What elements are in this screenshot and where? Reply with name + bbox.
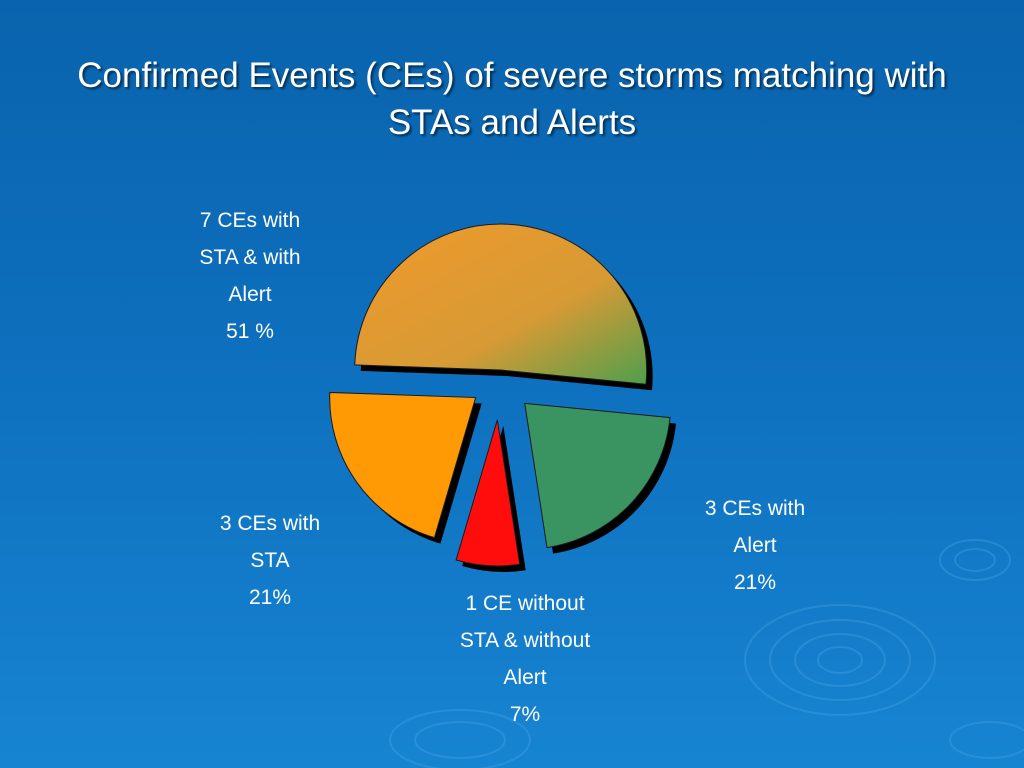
pie-slice-label-3-line-4: 7%	[509, 703, 541, 726]
pie-slice-1	[354, 223, 648, 385]
pie-slice-label-4-line-2: STA	[250, 549, 290, 572]
pie-slice-label-3-line-3: Alert	[503, 666, 547, 689]
pie-slice-label-1-line-3: Alert	[228, 283, 272, 306]
pie-slices	[329, 223, 677, 572]
slide-title: Confirmed Events (CEs) of severe storms …	[0, 52, 1024, 146]
pie-slice-label-3: 1 CE without STA & without Alert 7%	[460, 585, 590, 733]
pie-slice-2	[524, 402, 671, 549]
pie-slice-label-3-line-1: 1 CE without	[465, 592, 585, 615]
pie-slice-label-1-line-1: 7 CEs with	[199, 209, 301, 232]
pie-slice-label-1-line-2: STA & with	[199, 246, 301, 269]
pie-slice-3	[455, 419, 521, 567]
pie-slice-label-4-line-1: 3 CEs with	[219, 512, 321, 535]
slide-title-line-1: Confirmed Events (CEs) of severe storms …	[77, 56, 947, 95]
pie-slice-label-2: 3 CEs with Alert 21%	[705, 490, 805, 601]
pie-slice-label-2-line-2: Alert	[733, 534, 777, 557]
pie-slice-label-3-line-2: STA & without	[459, 629, 591, 652]
pie-slice-4	[329, 391, 477, 539]
pie-slice-label-4-line-3: 21%	[248, 586, 292, 609]
pie-slice-label-1: 7 CEs with STA & with Alert 51 %	[199, 202, 300, 350]
pie-slice-label-2-line-3: 21%	[733, 571, 777, 594]
pie-slice-label-2-line-1: 3 CEs with	[704, 497, 806, 520]
slide-title-line-2: STAs and Alerts	[387, 103, 637, 142]
pie-slice-label-1-line-4: 51 %	[226, 320, 274, 343]
pie-slice-label-4: 3 CEs with STA 21%	[220, 505, 320, 616]
